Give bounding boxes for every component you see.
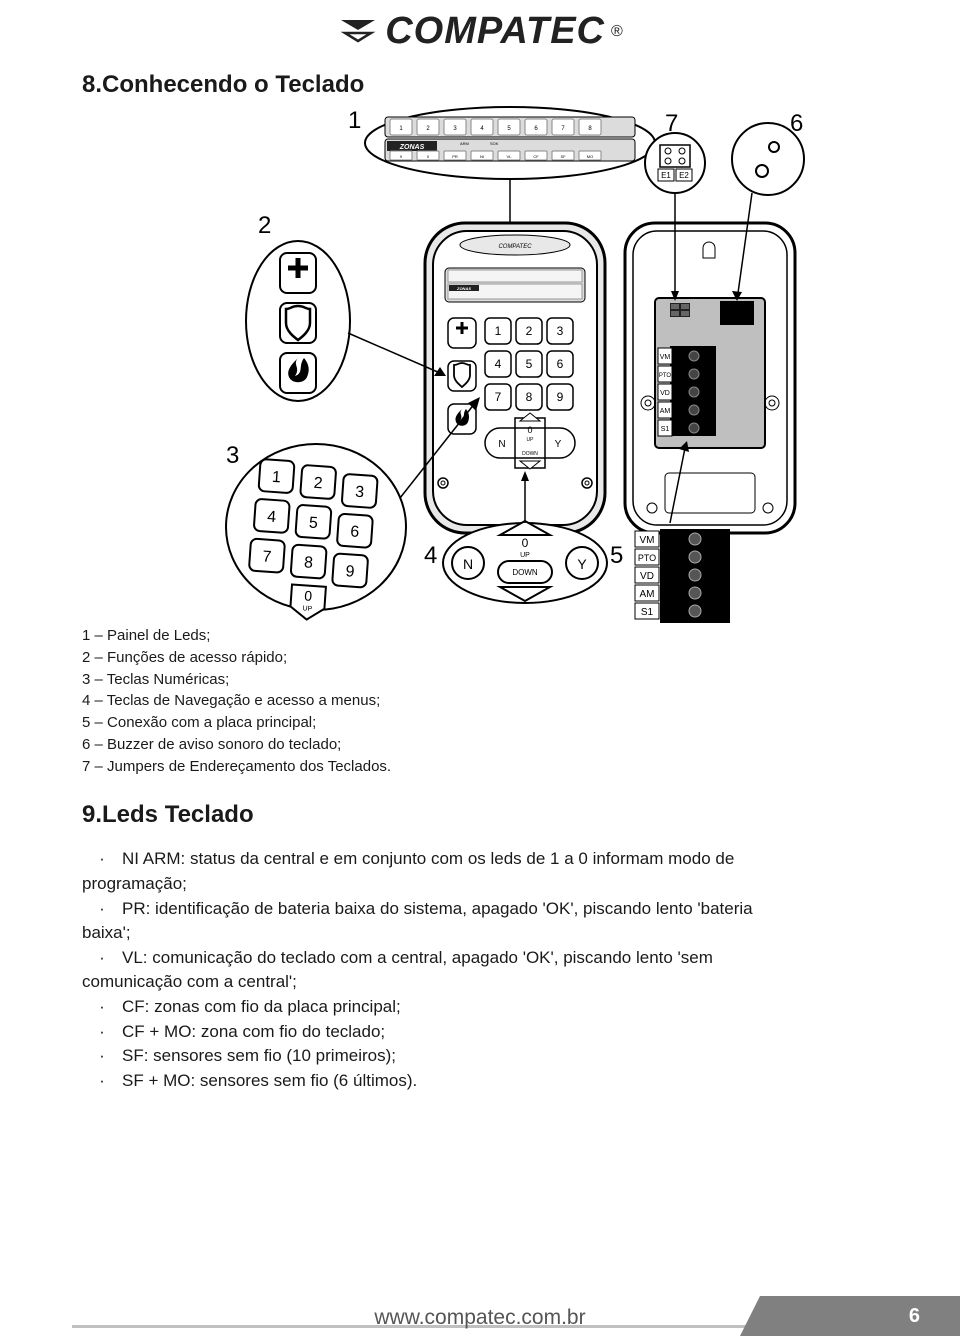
svg-text:6: 6: [350, 523, 360, 541]
svg-text:ARM: ARM: [460, 141, 469, 146]
svg-text:UP: UP: [520, 552, 530, 559]
svg-text:2: 2: [313, 475, 323, 493]
svg-text:N: N: [498, 439, 505, 450]
svg-text:0: 0: [527, 425, 532, 435]
brand-header: COMPATEC ®: [82, 10, 878, 53]
svg-text:PR: PR: [452, 154, 458, 159]
legend-line: 4 – Teclas de Navegação e acesso a menus…: [82, 690, 878, 712]
legend-line: 3 – Teclas Numéricas;: [82, 669, 878, 691]
svg-text:9: 9: [557, 390, 564, 404]
svg-text:Y: Y: [577, 556, 587, 572]
callout-5: 5: [610, 542, 623, 569]
page-footer: www.compatec.com.br 6: [0, 1290, 960, 1336]
svg-text:E1: E1: [661, 171, 671, 180]
back-housing: VM PTO VD AM S1: [625, 223, 795, 533]
svg-text:ZONAS: ZONAS: [456, 286, 471, 291]
svg-text:8: 8: [304, 554, 314, 572]
diagram-legend: 1 – Painel de Leds; 2 – Funções de acess…: [82, 625, 878, 777]
svg-text:PTO: PTO: [638, 553, 656, 563]
svg-text:PTO: PTO: [659, 373, 672, 379]
svg-text:VD: VD: [640, 571, 654, 582]
svg-text:S1: S1: [641, 607, 654, 618]
svg-text:6: 6: [557, 357, 564, 371]
brand-name: COMPATEC: [385, 10, 605, 53]
svg-text:5: 5: [308, 515, 318, 533]
svg-text:3: 3: [355, 484, 365, 502]
section-9-title: 9.Leds Teclado: [82, 801, 878, 829]
svg-text:UP: UP: [527, 437, 535, 443]
svg-text:S1: S1: [661, 426, 670, 433]
svg-text:VL: VL: [507, 154, 513, 159]
svg-text:AM: AM: [660, 408, 671, 415]
svg-text:COMPATEC: COMPATEC: [498, 244, 532, 250]
brand-chevron-icon: [337, 16, 379, 48]
svg-text:SF: SF: [560, 154, 566, 159]
svg-text:Y: Y: [555, 439, 562, 450]
page-number: 6: [740, 1296, 960, 1336]
svg-text:CF: CF: [533, 154, 539, 159]
svg-text:1: 1: [495, 324, 502, 338]
svg-text:NI: NI: [480, 154, 484, 159]
svg-text:7: 7: [495, 390, 502, 404]
brand-registered: ®: [611, 23, 623, 41]
callout-3: 3: [226, 442, 239, 469]
svg-text:VM: VM: [660, 354, 671, 361]
svg-text:VD: VD: [660, 390, 670, 397]
svg-text:4: 4: [495, 357, 502, 371]
keypad-device: COMPATEC ZONAS 1 2 3 4 5 6 7 8 9: [425, 223, 605, 533]
svg-text:0: 0: [522, 536, 529, 550]
svg-text:VM: VM: [640, 535, 655, 546]
callout-2: 2: [258, 212, 271, 239]
svg-text:3: 3: [557, 324, 564, 338]
callout-1: 1: [348, 107, 361, 134]
svg-text:UP: UP: [302, 605, 313, 613]
callout-4: 4: [424, 542, 437, 569]
svg-text:8: 8: [526, 390, 533, 404]
svg-text:E2: E2: [679, 171, 689, 180]
svg-text:7: 7: [262, 548, 272, 566]
svg-text:DOWN: DOWN: [522, 451, 538, 457]
legend-line: 7 – Jumpers de Endereçamento dos Teclado…: [82, 756, 878, 778]
svg-text:DOWN: DOWN: [512, 568, 538, 577]
svg-text:ZONAS: ZONAS: [399, 144, 425, 151]
svg-text:N: N: [463, 556, 473, 572]
svg-text:SOK: SOK: [490, 141, 499, 146]
legend-line: 6 – Buzzer de aviso sonoro do teclado;: [82, 734, 878, 756]
legend-line: 5 – Conexão com a placa principal;: [82, 712, 878, 734]
svg-text:9: 9: [345, 563, 355, 581]
svg-text:4: 4: [267, 509, 277, 527]
legend-line: 2 – Funções de acesso rápido;: [82, 647, 878, 669]
svg-text:2: 2: [526, 324, 533, 338]
section-9-body: ·NI ARM: status da central e em conjunto…: [82, 847, 878, 1093]
keyboard-diagram: 1 2 3 4 5 6 7 8 ZONAS ARM SOK 9 0 PR NI …: [130, 103, 830, 623]
svg-text:5: 5: [526, 357, 533, 371]
svg-text:AM: AM: [640, 589, 655, 600]
svg-text:MO: MO: [587, 154, 593, 159]
legend-line: 1 – Painel de Leds;: [82, 625, 878, 647]
section-8-title: 8.Conhecendo o Teclado: [82, 71, 878, 99]
svg-text:0: 0: [304, 587, 313, 604]
svg-text:1: 1: [271, 469, 281, 487]
